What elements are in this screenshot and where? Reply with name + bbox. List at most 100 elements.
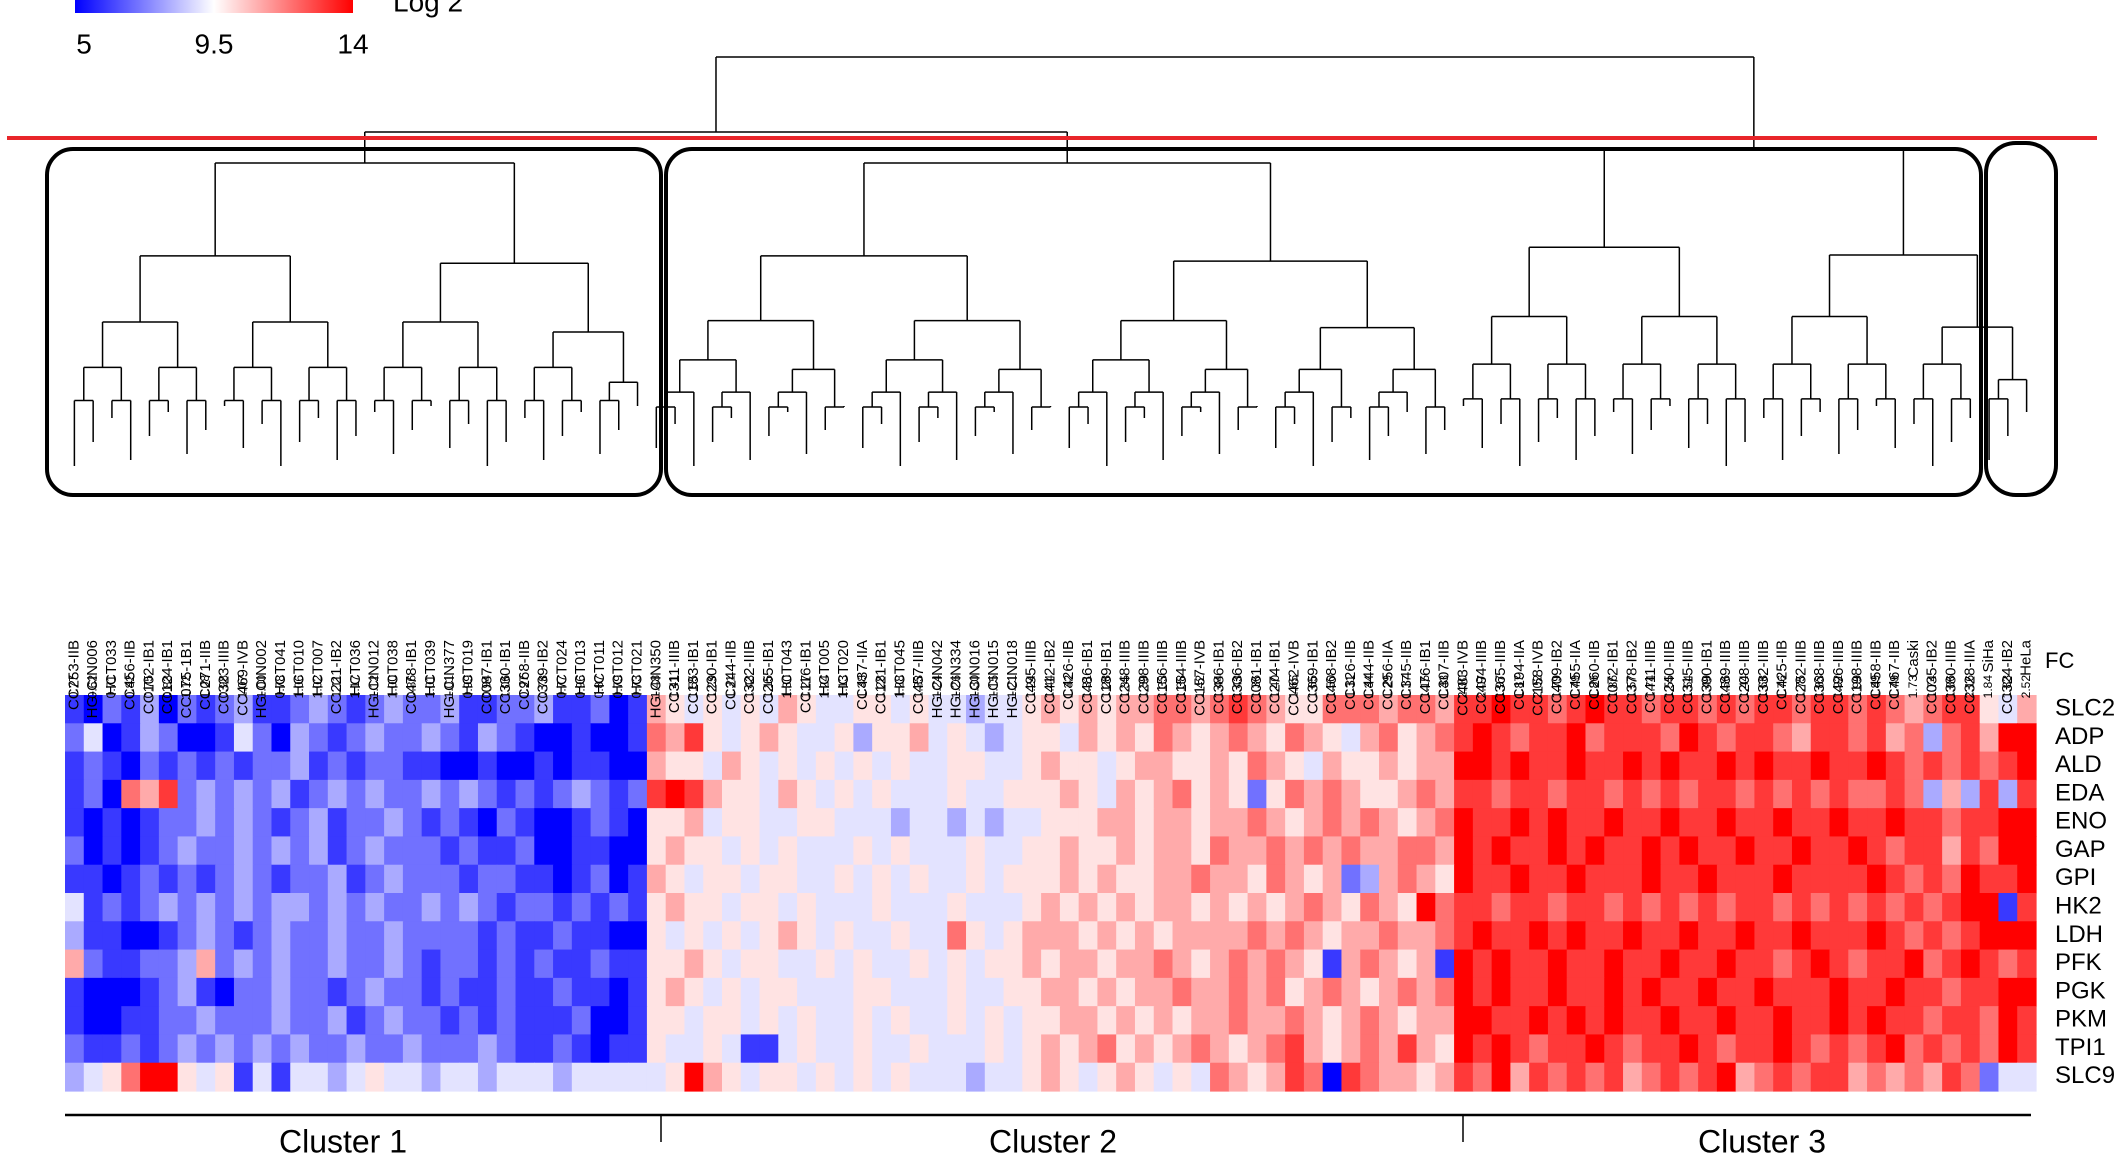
heatmap-cell <box>1191 893 1211 922</box>
heatmap-cell <box>2017 723 2037 753</box>
heatmap-cell <box>909 1034 930 1064</box>
fc-value: 1.50 <box>1324 675 1338 699</box>
heatmap-cell <box>215 1006 235 1036</box>
heatmap-cell <box>759 1034 779 1064</box>
heatmap-cell <box>1059 977 1080 1007</box>
heatmap-cell <box>83 1034 104 1064</box>
heatmap-cell <box>1003 1006 1023 1036</box>
heatmap-cell <box>421 893 442 922</box>
heatmap-cell <box>1848 1034 1868 1064</box>
heatmap-cell <box>1266 751 1286 781</box>
heatmap-cell <box>1078 779 1099 809</box>
heatmap-cell <box>1416 1006 1436 1036</box>
heatmap-cell <box>1566 1006 1587 1036</box>
heatmap-cell <box>665 808 686 838</box>
fc-value: 1.83 <box>2000 675 2014 699</box>
heatmap-cell <box>1360 695 1380 724</box>
heatmap-cell <box>722 779 742 809</box>
column-label: CC274-IB1 <box>1267 640 1284 714</box>
column-label: HCT041 <box>272 640 289 696</box>
heatmap-cell <box>1116 723 1136 753</box>
heatmap-cell <box>327 949 348 979</box>
heatmap-cell <box>1322 1062 1343 1092</box>
heatmap-cell <box>815 723 836 753</box>
heatmap-cell <box>1547 1034 1568 1064</box>
heatmap-cell <box>966 695 986 724</box>
heatmap-cell <box>102 893 122 922</box>
heatmap-cell <box>571 723 592 753</box>
heatmap-cell <box>1885 921 1906 951</box>
heatmap-cell <box>1848 977 1868 1007</box>
heatmap-cell <box>1585 1006 1605 1036</box>
heatmap-cell <box>1510 695 1530 724</box>
heatmap-cell <box>1172 723 1192 753</box>
column-label: CC253-IIB <box>65 640 82 710</box>
heatmap-cell <box>1172 977 1192 1007</box>
heatmap-cell <box>252 1034 273 1064</box>
heatmap-cell <box>1998 808 2018 838</box>
heatmap-cell <box>1566 921 1587 951</box>
column-label: CC298-IIIB <box>1135 640 1152 714</box>
heatmap-cell <box>815 864 836 894</box>
heatmap-cell <box>1210 921 1230 951</box>
heatmap-cell <box>1942 751 1962 781</box>
heatmap-cell <box>534 695 554 724</box>
heatmap-cell <box>1322 751 1343 781</box>
heatmap-cell <box>2017 1034 2037 1064</box>
heatmap-cell <box>215 977 235 1007</box>
heatmap-cell <box>1791 836 1812 866</box>
heatmap-cell <box>947 893 967 922</box>
heatmap-cell <box>1585 921 1605 951</box>
heatmap-cell <box>1660 779 1680 809</box>
heatmap-cell <box>1416 695 1436 724</box>
fc-value: 1.42 <box>1193 675 1207 699</box>
heatmap-cell <box>1867 977 1887 1007</box>
cluster-label: Cluster 1 <box>279 1123 407 1159</box>
heatmap-cell <box>1867 864 1887 894</box>
heatmap-cell <box>665 779 686 809</box>
heatmap-cell <box>1303 1062 1324 1092</box>
heatmap-cell <box>590 836 610 866</box>
column-label: CC345-IIB <box>1398 640 1415 710</box>
column-label: CC260-IIB <box>1586 640 1603 710</box>
heatmap-cell <box>1773 751 1793 781</box>
heatmap-cell <box>1097 836 1117 866</box>
heatmap-cell <box>1341 977 1361 1007</box>
heatmap-cell <box>1529 949 1549 979</box>
heatmap-cell <box>1679 1006 1699 1036</box>
heatmap-cell <box>384 921 404 951</box>
heatmap-cell <box>872 864 892 894</box>
heatmap-cell <box>1491 808 1511 838</box>
heatmap-cell <box>1716 751 1737 781</box>
heatmap-cell <box>815 949 836 979</box>
heatmap-cell <box>1604 808 1624 838</box>
heatmap-cell <box>384 1006 404 1036</box>
heatmap-cell <box>140 779 160 809</box>
heatmap-cell <box>815 893 836 922</box>
heatmap-cell <box>1998 836 2018 866</box>
column-label: CC332-IIIB <box>1755 640 1772 714</box>
heatmap-cell <box>1228 1062 1249 1092</box>
heatmap-cell <box>1041 836 1061 866</box>
heatmap-cell <box>571 695 592 724</box>
heatmap-cell <box>1003 949 1023 979</box>
heatmap-cell <box>1059 893 1080 922</box>
heatmap-cell <box>140 864 160 894</box>
heatmap-cell <box>1022 751 1042 781</box>
heatmap-cell <box>1904 1062 1924 1092</box>
heatmap-cell <box>872 977 892 1007</box>
heatmap-cell <box>1848 836 1868 866</box>
column-label: HCT013 <box>572 640 589 696</box>
fc-value: 1.02 <box>311 675 325 699</box>
heatmap-cell <box>1285 977 1305 1007</box>
heatmap-cell <box>966 723 986 753</box>
heatmap-cell <box>1998 893 2018 922</box>
heatmap-cell <box>1641 695 1662 724</box>
heatmap-cell <box>1604 893 1624 922</box>
heatmap-cell <box>834 808 854 838</box>
heatmap-cell <box>740 751 761 781</box>
column-label: CC087-IB1 <box>478 640 495 714</box>
heatmap-cell <box>628 977 648 1007</box>
heatmap-cell <box>290 779 310 809</box>
heatmap-cell <box>402 977 423 1007</box>
